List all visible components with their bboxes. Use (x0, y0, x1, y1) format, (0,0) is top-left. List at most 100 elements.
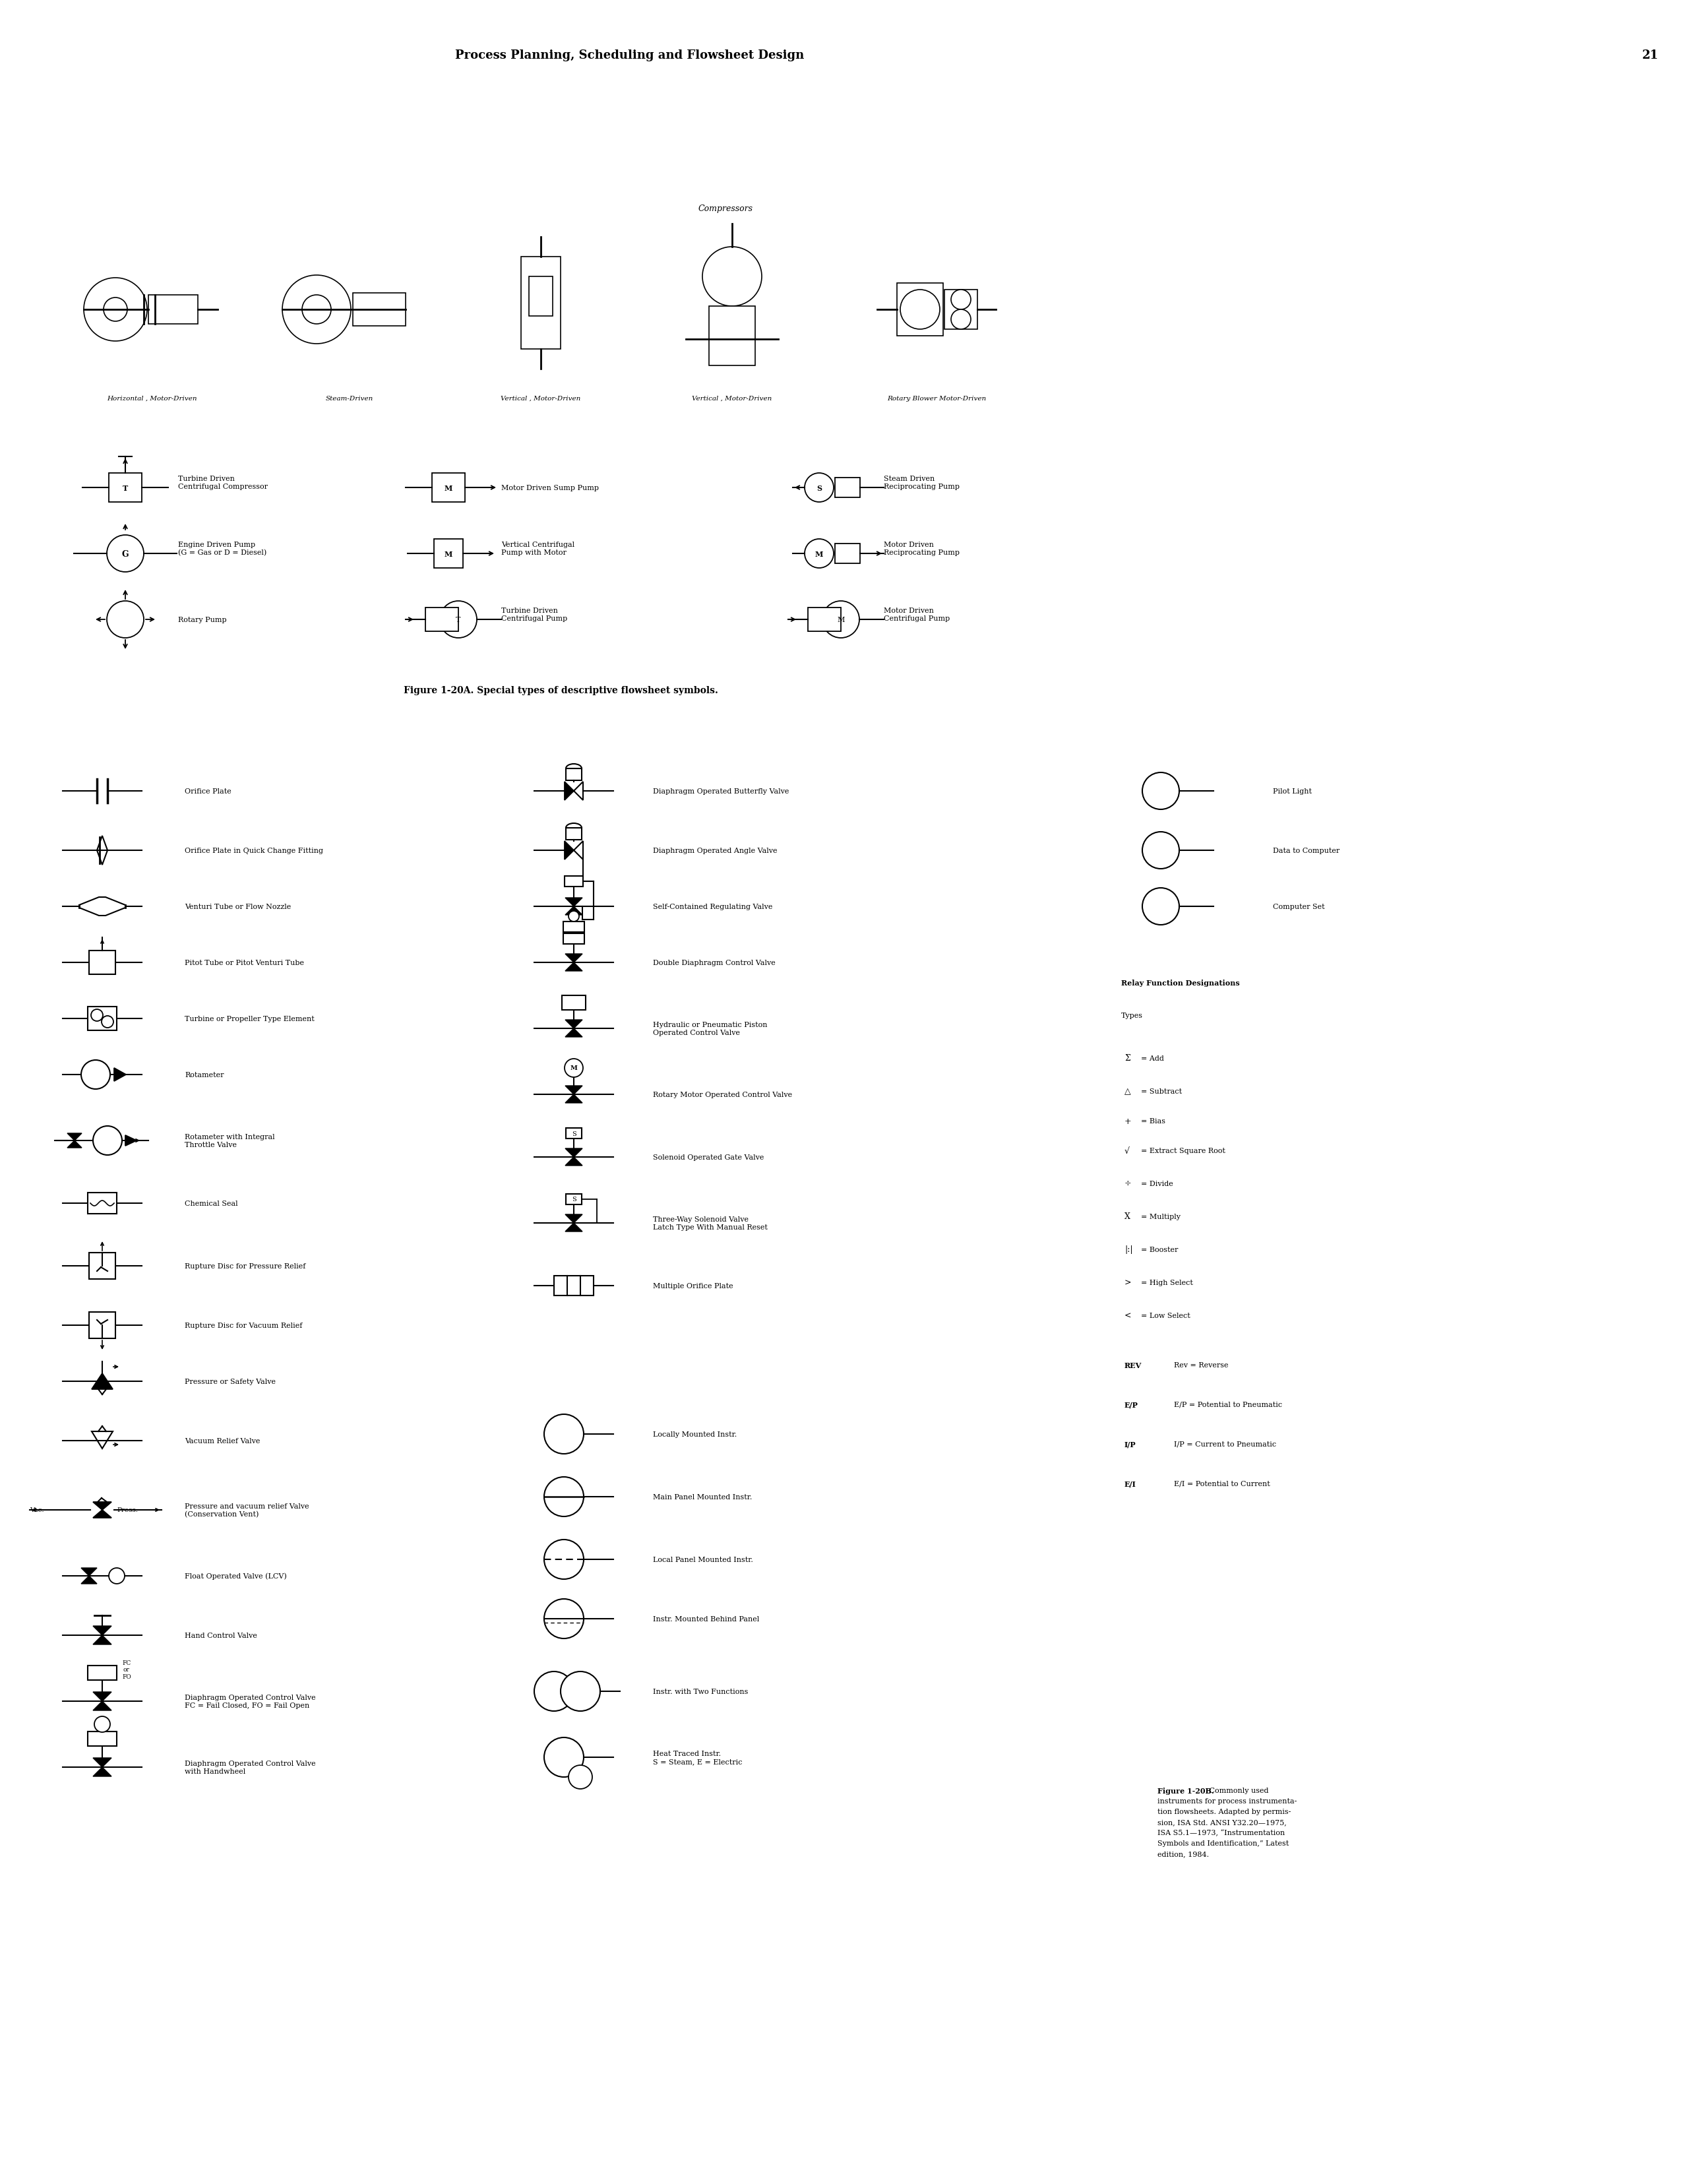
Circle shape (543, 1738, 584, 1778)
Text: Double Diaphragm Control Valve: Double Diaphragm Control Valve (653, 959, 775, 965)
Text: Rotary Pump: Rotary Pump (178, 616, 227, 622)
Bar (562, 996, 586, 1011)
Text: Figure 1-20A. Special types of descriptive flowsheet symbols.: Figure 1-20A. Special types of descripti… (403, 686, 718, 695)
Text: √: √ (1124, 1147, 1129, 1155)
Circle shape (440, 601, 477, 638)
Text: X: X (1124, 1212, 1131, 1221)
Circle shape (569, 1765, 593, 1789)
Text: E/I: E/I (1124, 1481, 1136, 1487)
Polygon shape (565, 1020, 582, 1029)
Bar (88, 1192, 117, 1214)
Text: Relay Function Designations: Relay Function Designations (1121, 978, 1239, 987)
Text: Vertical , Motor-Driven: Vertical , Motor-Driven (692, 395, 772, 402)
Bar (90, 1254, 115, 1280)
Circle shape (83, 277, 147, 341)
Polygon shape (68, 1133, 81, 1140)
Text: Figure 1-20B.: Figure 1-20B. (1158, 1787, 1214, 1795)
Text: Three-Way Solenoid Valve
Latch Type With Manual Reset: Three-Way Solenoid Valve Latch Type With… (653, 1216, 767, 1230)
Text: = Divide: = Divide (1141, 1179, 1173, 1186)
Text: M: M (444, 485, 452, 491)
Circle shape (951, 290, 970, 310)
Text: Motor Driven Sump Pump: Motor Driven Sump Pump (501, 485, 599, 491)
Circle shape (1143, 832, 1180, 869)
Bar (433, 539, 462, 568)
Polygon shape (565, 954, 582, 963)
Circle shape (569, 911, 579, 922)
Text: Computer Set: Computer Set (1273, 904, 1324, 911)
Polygon shape (93, 1509, 112, 1518)
Bar (709, 306, 755, 367)
Text: S: S (816, 485, 821, 491)
Polygon shape (565, 1149, 582, 1158)
Text: Orifice Plate: Orifice Plate (185, 788, 232, 795)
Text: T: T (455, 616, 460, 622)
Polygon shape (565, 1214, 582, 1223)
Bar (897, 284, 943, 336)
Text: Press.: Press. (117, 1507, 137, 1514)
Text: = Multiply: = Multiply (1141, 1214, 1180, 1221)
Polygon shape (68, 1140, 81, 1149)
Text: Local Panel Mounted Instr.: Local Panel Mounted Instr. (653, 1557, 753, 1564)
Text: edition, 1984.: edition, 1984. (1158, 1850, 1209, 1856)
Text: S: S (572, 1197, 576, 1203)
Text: Locally Mounted Instr.: Locally Mounted Instr. (653, 1431, 736, 1437)
Text: Hydraulic or Pneumatic Piston
Operated Control Valve: Hydraulic or Pneumatic Piston Operated C… (653, 1022, 767, 1035)
Text: Pressure and vacuum relief Valve
(Conservation Vent): Pressure and vacuum relief Valve (Conser… (185, 1503, 310, 1518)
Polygon shape (93, 1636, 112, 1645)
Circle shape (560, 1671, 599, 1712)
Text: Data to Computer: Data to Computer (1273, 847, 1339, 854)
Text: ISA S5.1—1973, “Instrumentation: ISA S5.1—1973, “Instrumentation (1158, 1830, 1285, 1837)
Text: E/P: E/P (1124, 1400, 1138, 1409)
Text: Diaphragm Operated Angle Valve: Diaphragm Operated Angle Valve (653, 847, 777, 854)
Circle shape (543, 1599, 584, 1638)
Text: Turbine Driven
Centrifugal Compressor: Turbine Driven Centrifugal Compressor (178, 476, 267, 489)
Bar (554, 1275, 594, 1295)
Text: Diaphragm Operated Butterfly Valve: Diaphragm Operated Butterfly Valve (653, 788, 789, 795)
Text: Symbols and Identification,” Latest: Symbols and Identification,” Latest (1158, 1839, 1288, 1845)
Text: = Subtract: = Subtract (1141, 1088, 1182, 1094)
Text: Rotameter with Integral
Throttle Valve: Rotameter with Integral Throttle Valve (185, 1133, 274, 1149)
Text: M: M (836, 616, 845, 622)
Bar (352, 293, 406, 325)
Text: sion, ISA Std. ANSI Y32.20—1975,: sion, ISA Std. ANSI Y32.20—1975, (1158, 1819, 1287, 1826)
Text: = Add: = Add (1141, 1055, 1165, 1061)
Circle shape (543, 1540, 584, 1579)
Polygon shape (565, 963, 582, 972)
Text: >: > (1124, 1278, 1131, 1286)
Text: Commonly used: Commonly used (1207, 1787, 1268, 1793)
Circle shape (804, 539, 833, 568)
Text: T: T (122, 485, 129, 491)
Text: Self-Contained Regulating Valve: Self-Contained Regulating Valve (653, 904, 772, 911)
Circle shape (823, 601, 860, 638)
Bar (835, 478, 860, 498)
Circle shape (1143, 889, 1180, 926)
Text: Instr. with Two Functions: Instr. with Two Functions (653, 1688, 748, 1695)
Text: Multiple Orifice Plate: Multiple Orifice Plate (653, 1282, 733, 1289)
Text: △: △ (1124, 1088, 1131, 1096)
Text: G: G (122, 550, 129, 559)
Text: = High Select: = High Select (1141, 1280, 1194, 1286)
Circle shape (283, 275, 350, 345)
Text: tion flowsheets. Adapted by permis-: tion flowsheets. Adapted by permis- (1158, 1808, 1292, 1815)
Text: Solenoid Operated Gate Valve: Solenoid Operated Gate Valve (653, 1153, 764, 1160)
Polygon shape (565, 1223, 582, 1232)
Text: E/I = Potential to Current: E/I = Potential to Current (1173, 1481, 1270, 1487)
Text: Rupture Disc for Pressure Relief: Rupture Disc for Pressure Relief (185, 1262, 306, 1269)
Circle shape (81, 1061, 110, 1090)
Polygon shape (565, 1158, 582, 1166)
Bar (149, 295, 198, 325)
Text: Main Panel Mounted Instr.: Main Panel Mounted Instr. (653, 1494, 752, 1500)
Bar (88, 1007, 117, 1031)
Text: Engine Driven Pump
(G = Gas or D = Diesel): Engine Driven Pump (G = Gas or D = Diese… (178, 542, 266, 557)
Bar (565, 828, 582, 841)
Polygon shape (93, 1767, 112, 1776)
Circle shape (103, 297, 127, 321)
Bar (108, 474, 142, 502)
Bar (90, 950, 115, 974)
Text: Pilot Light: Pilot Light (1273, 788, 1312, 795)
Bar (564, 876, 582, 887)
Polygon shape (564, 782, 574, 802)
Polygon shape (113, 1068, 125, 1081)
Polygon shape (81, 1568, 97, 1577)
Bar (835, 544, 860, 563)
